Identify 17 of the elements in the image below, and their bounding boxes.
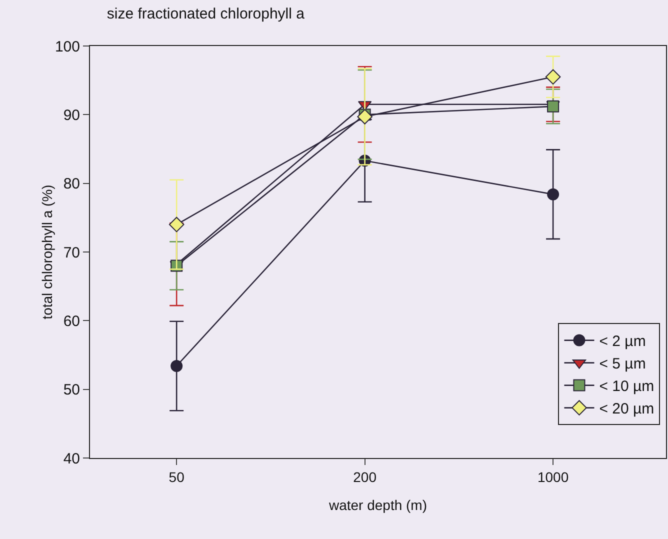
x-tick-label: 200 xyxy=(353,468,377,485)
y-tick-label: 40 xyxy=(63,450,80,468)
y-tick-label: 60 xyxy=(63,312,80,330)
x-axis-title: water depth (m) xyxy=(328,497,428,513)
y-tick-label: 50 xyxy=(63,382,80,399)
y-tick-label: 90 xyxy=(63,106,80,124)
legend-label: < 10 µm xyxy=(599,378,654,396)
legend-label: < 20 µm xyxy=(599,400,654,418)
y-axis-title: total chlorophyll a (%) xyxy=(39,184,55,320)
y-tick-label: 100 xyxy=(54,38,80,56)
y-tick-label: 70 xyxy=(63,244,80,262)
x-tick-label: 1000 xyxy=(537,468,569,485)
chart-title: size fractionated chlorophyll a xyxy=(106,6,306,23)
legend-label: < 2 µm xyxy=(599,333,646,350)
legend-label: < 5 µm xyxy=(599,356,646,373)
y-tick-label: 80 xyxy=(63,176,80,193)
x-tick-label: 50 xyxy=(168,468,185,485)
